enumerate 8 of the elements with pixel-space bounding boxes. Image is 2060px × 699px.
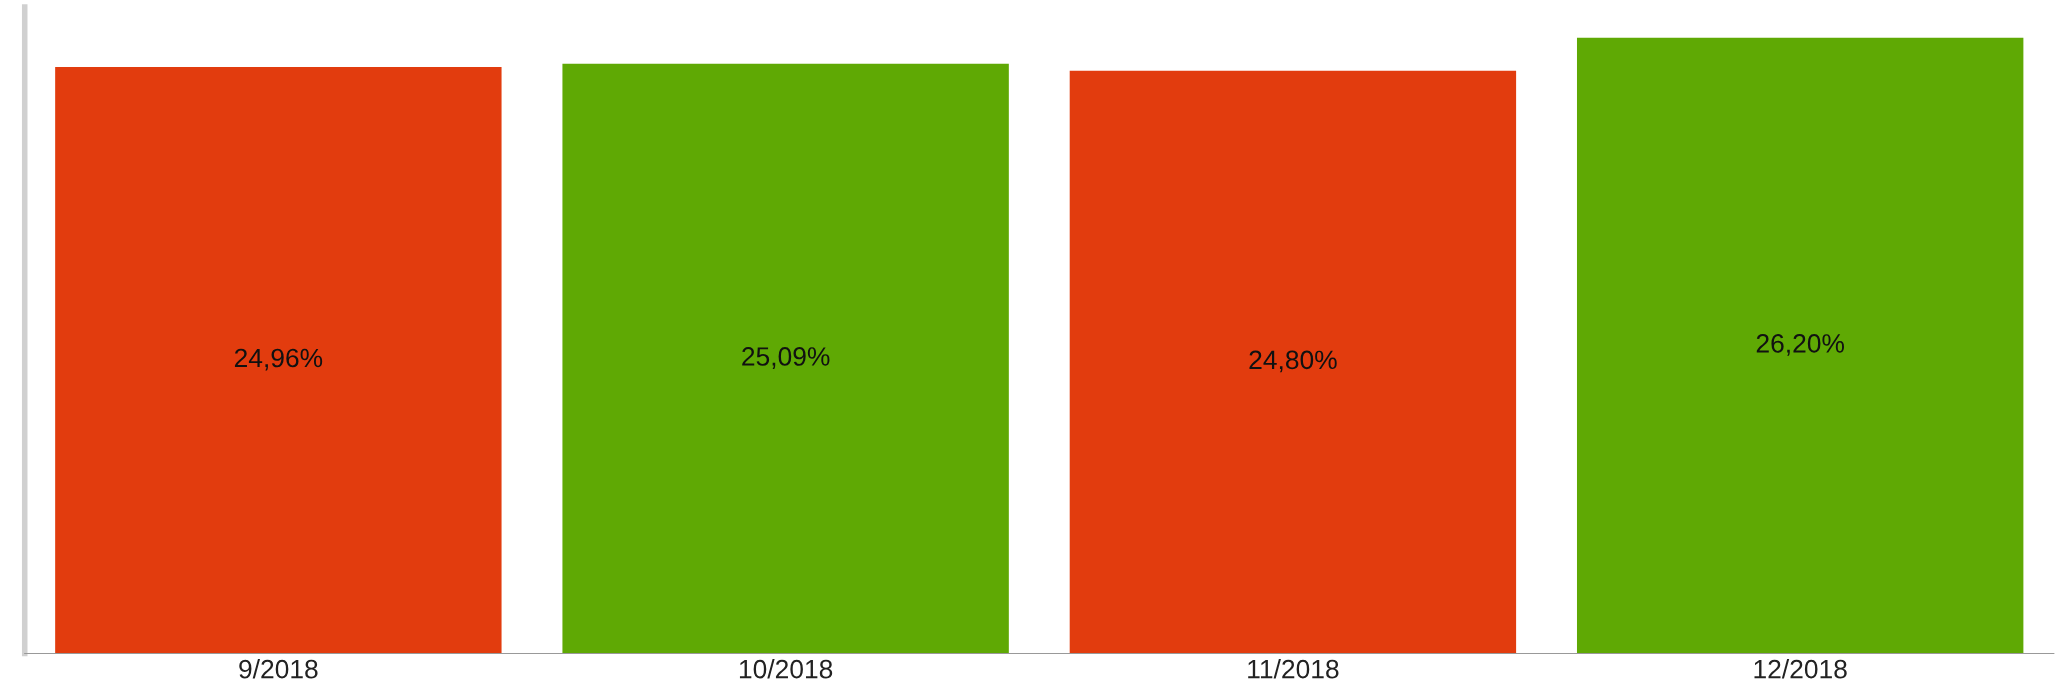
- data-label: 25,09%: [742, 347, 830, 369]
- x-tick-label: 11/2018: [1248, 659, 1339, 679]
- data-label: 24,80%: [1249, 350, 1337, 373]
- x-tick-label: 10/2018: [739, 659, 833, 679]
- data-label: 26,20%: [1756, 334, 1844, 356]
- data-label: 24,96%: [234, 348, 323, 371]
- x-tick-label: 12/2018: [1754, 659, 1847, 679]
- x-tick-label: 9/2018: [239, 659, 318, 679]
